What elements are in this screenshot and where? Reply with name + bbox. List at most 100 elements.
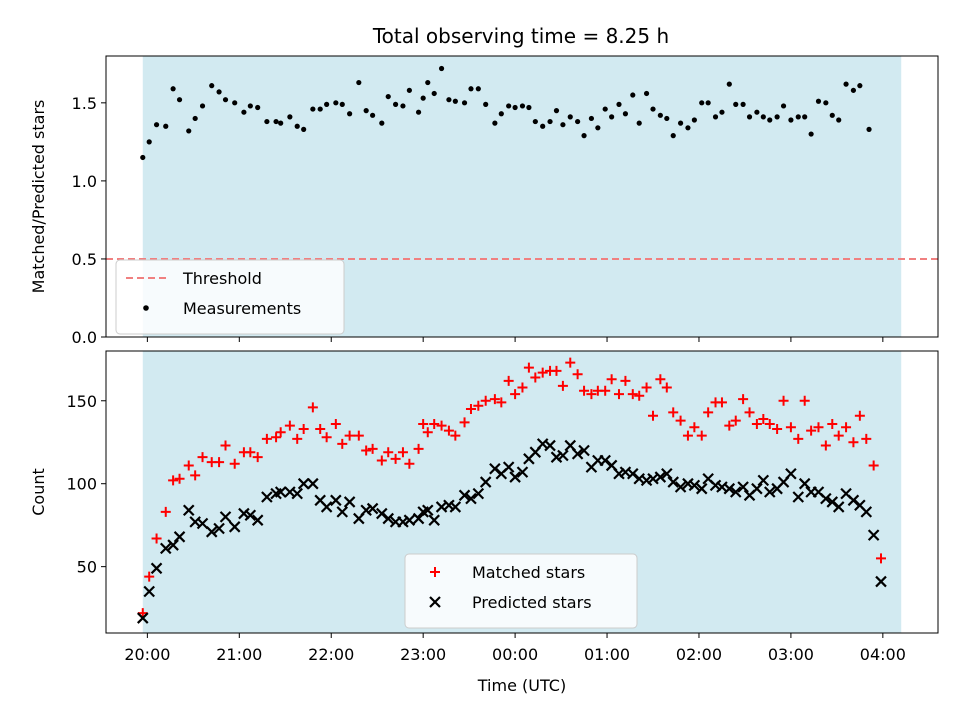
data-point — [516, 466, 529, 478]
data-point — [353, 430, 364, 441]
data-point — [137, 608, 148, 619]
legend-label: Predicted stars — [472, 593, 592, 612]
x-tick-label: 03:00 — [768, 645, 814, 664]
data-point — [699, 100, 705, 106]
data-point — [337, 438, 348, 449]
data-point — [523, 362, 534, 373]
data-point — [602, 106, 608, 112]
data-point — [802, 114, 808, 120]
data-point — [757, 474, 770, 487]
y-tick-label: 100 — [66, 475, 97, 494]
data-point — [379, 120, 385, 126]
data-point — [449, 501, 462, 513]
data-point — [420, 95, 426, 101]
data-point — [613, 389, 624, 400]
data-point — [806, 425, 817, 436]
data-point — [691, 117, 697, 123]
data-point — [273, 118, 279, 125]
data-point — [675, 415, 686, 426]
data-point — [571, 448, 584, 460]
y-tick-label: 0.5 — [72, 250, 97, 269]
data-point — [716, 397, 727, 408]
data-point — [168, 475, 179, 486]
data-point — [356, 79, 362, 86]
x-tick-label: 20:00 — [124, 645, 170, 664]
data-point — [255, 104, 261, 111]
y-tick-label: 1.0 — [72, 172, 97, 191]
y-axis-label: Matched/Predicted stars — [29, 100, 48, 294]
data-point — [636, 120, 642, 126]
data-point — [553, 108, 560, 114]
data-point — [275, 427, 286, 438]
data-point — [297, 477, 310, 490]
y-tick-label: 1.5 — [72, 94, 97, 113]
data-point — [376, 455, 387, 466]
y-tick-label: 50 — [77, 558, 97, 577]
y-axis-label: Count — [29, 468, 48, 516]
data-point — [517, 382, 528, 393]
data-point — [670, 133, 676, 139]
data-point — [609, 114, 615, 120]
data-point — [278, 120, 284, 126]
axes-frame — [105, 55, 939, 338]
data-point — [222, 97, 229, 103]
data-point — [746, 114, 753, 120]
data-point — [754, 109, 760, 115]
data-point — [480, 395, 491, 406]
x-axis-label: Time (UTC) — [477, 676, 566, 695]
series-measurements — [140, 65, 872, 161]
data-point — [415, 109, 422, 115]
data-point — [213, 522, 225, 535]
legend-box — [115, 259, 345, 335]
x-tick-label: 01:00 — [584, 645, 630, 664]
data-point — [330, 494, 342, 507]
data-point — [247, 103, 253, 109]
data-point — [307, 402, 318, 413]
data-point — [764, 418, 775, 429]
data-point — [220, 440, 231, 451]
data-point — [170, 86, 176, 92]
data-point — [648, 410, 659, 421]
data-point — [228, 521, 241, 533]
data-point — [436, 420, 447, 431]
data-point — [261, 433, 272, 444]
data-point — [176, 97, 183, 103]
x-tick-label: 00:00 — [492, 645, 538, 664]
data-point — [540, 123, 546, 129]
data-point — [512, 104, 518, 111]
data-point — [868, 460, 879, 471]
data-point — [763, 486, 776, 498]
data-point — [510, 389, 521, 400]
data-point — [578, 444, 590, 457]
data-point — [733, 101, 739, 107]
data-point — [668, 407, 679, 418]
data-point — [232, 100, 238, 106]
data-point — [829, 112, 835, 118]
data-point — [496, 397, 507, 408]
data-point — [788, 117, 794, 123]
data-point — [174, 473, 185, 484]
data-point — [190, 470, 201, 481]
data-point — [298, 423, 309, 434]
axes-frame — [105, 350, 939, 634]
data-point — [815, 98, 822, 104]
data-point — [738, 394, 749, 405]
data-point — [315, 423, 326, 434]
data-point — [532, 118, 538, 125]
data-point — [459, 417, 470, 428]
data-point — [600, 385, 611, 396]
data-point — [857, 83, 863, 89]
data-point — [606, 374, 617, 385]
data-point — [438, 65, 445, 72]
data-point — [489, 394, 500, 405]
data-point — [876, 553, 887, 564]
data-point — [737, 481, 749, 493]
data-point — [146, 139, 152, 145]
data-point — [650, 106, 656, 112]
data-point — [140, 154, 146, 161]
data-point — [661, 467, 673, 480]
data-point — [688, 479, 701, 492]
data-point — [214, 457, 225, 468]
data-point — [182, 504, 195, 517]
data-point — [557, 380, 568, 391]
